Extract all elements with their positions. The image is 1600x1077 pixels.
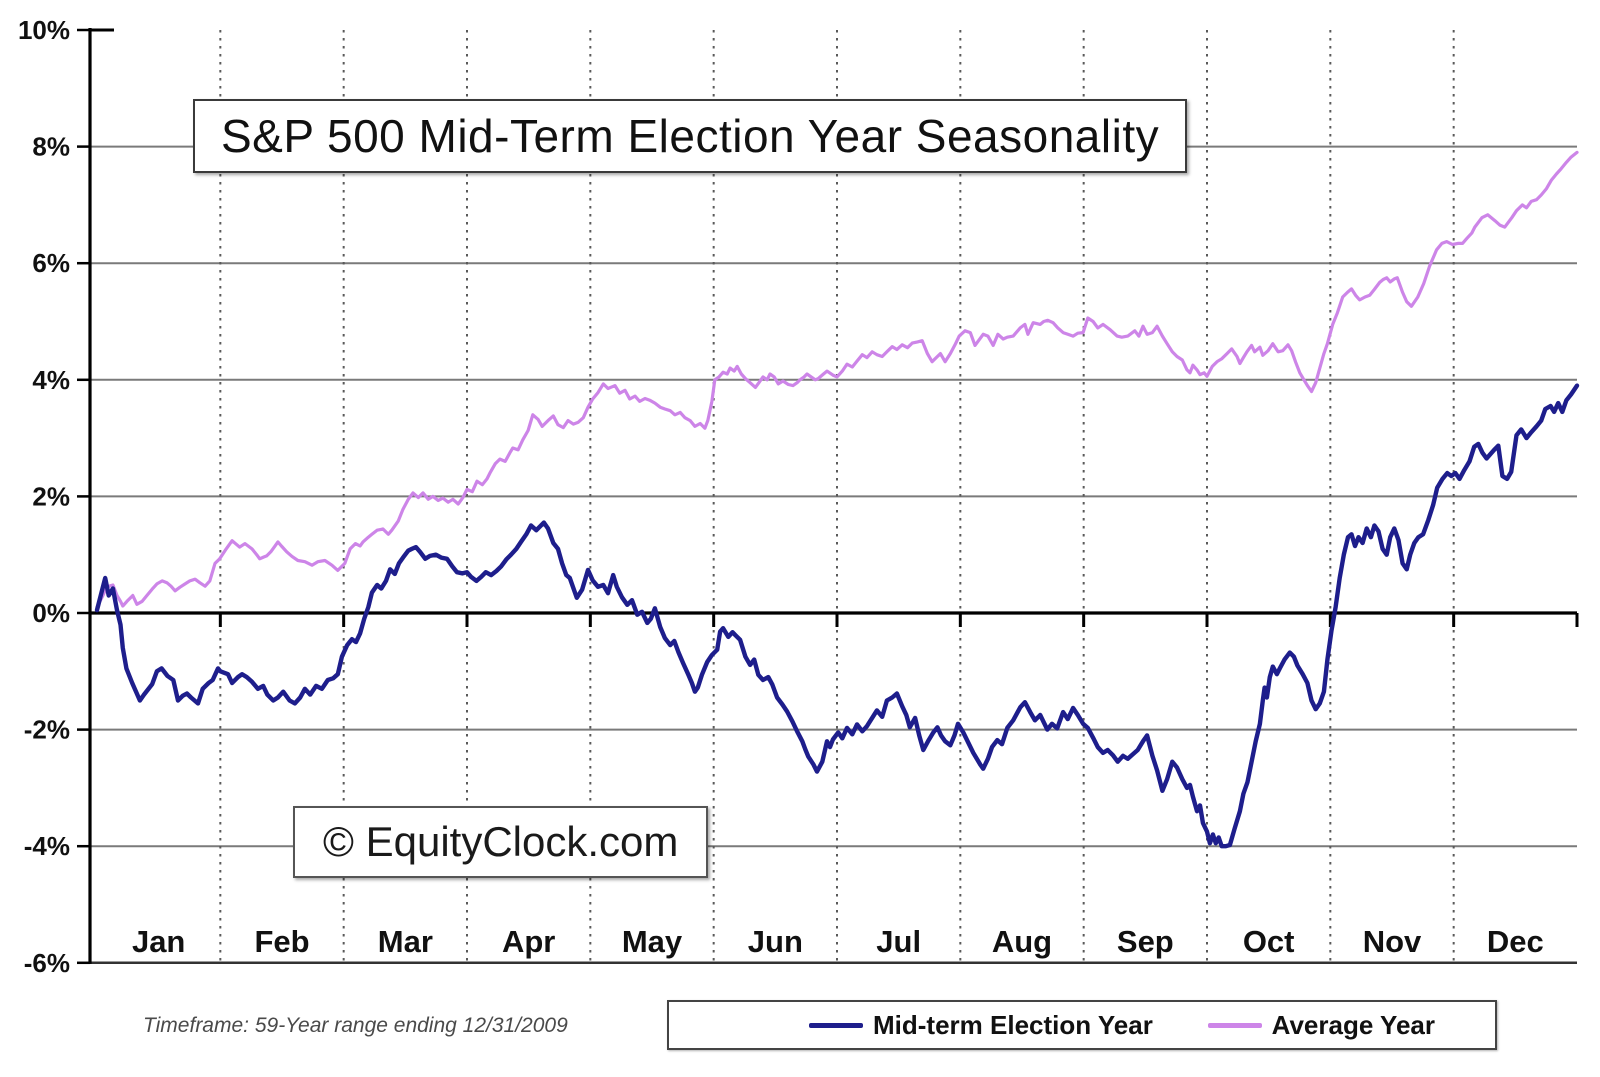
equityclock-watermark: © EquityClock.com (293, 806, 709, 878)
x-tick-label-sep: Sep (1117, 924, 1174, 959)
x-tick-label-dec: Dec (1487, 924, 1544, 959)
legend-item-average: Average Year (1207, 1009, 1435, 1041)
midterm-election-year-line (94, 383, 1580, 849)
y-tick-label: 0% (32, 598, 70, 628)
y-tick-label: -4% (24, 831, 70, 861)
x-tick-label-mar: Mar (378, 924, 433, 959)
y-tick-label: 6% (32, 248, 70, 278)
x-tick-label-jan: Jan (132, 924, 185, 959)
midterm-line-swatch (809, 1022, 863, 1028)
legend-label-midterm: Mid-term Election Year (873, 1009, 1153, 1040)
x-tick-label-nov: Nov (1363, 924, 1422, 959)
legend-label-average: Average Year (1271, 1009, 1435, 1040)
x-tick-label-jul: Jul (876, 924, 921, 959)
average-line-swatch (1207, 1022, 1262, 1028)
y-tick-label: -6% (24, 948, 70, 978)
x-tick-label-may: May (622, 924, 683, 959)
chart-title: S&P 500 Mid-Term Election Year Seasonali… (193, 99, 1188, 173)
x-tick-label-apr: Apr (502, 924, 555, 959)
y-tick-label: 8% (32, 132, 70, 162)
x-tick-label-aug: Aug (992, 924, 1052, 959)
legend-item-midterm: Mid-term Election Year (809, 1010, 1153, 1041)
y-tick-label: -2% (24, 715, 70, 745)
y-tick-label: 4% (32, 365, 70, 395)
x-tick-label-oct: Oct (1243, 924, 1295, 959)
y-tick-label: 10% (18, 15, 70, 45)
watermark-text: © EquityClock.com (323, 818, 679, 865)
timeframe-footnote: Timeframe: 59-Year range ending 12/31/20… (143, 1014, 568, 1037)
x-tick-label-feb: Feb (254, 924, 309, 959)
y-tick-label: 2% (32, 481, 70, 511)
chart-title-text: S&P 500 Mid-Term Election Year Seasonali… (221, 110, 1160, 162)
legend: Mid-term Election Year Average Year (667, 1000, 1497, 1050)
x-tick-label-jun: Jun (748, 924, 803, 959)
average-year-line (95, 150, 1579, 609)
